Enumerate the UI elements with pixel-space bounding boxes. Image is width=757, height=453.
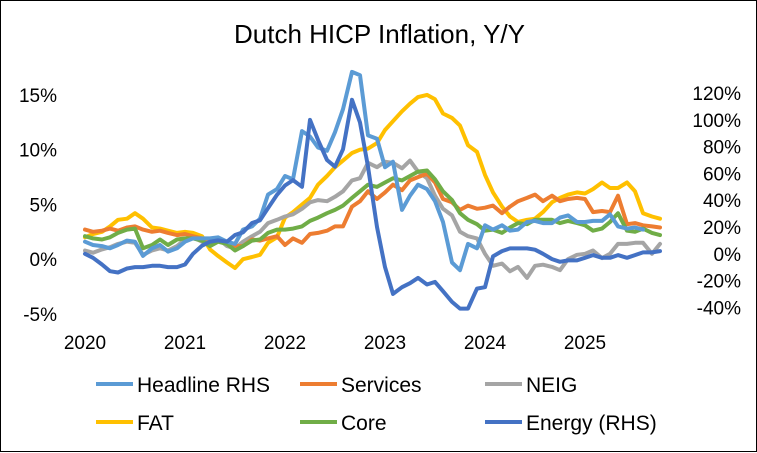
x-tick-label: 2023 [364, 333, 406, 354]
y-right-tick-label: 20% [703, 218, 741, 239]
y-right-tick-label: 60% [703, 164, 741, 185]
series-lines [83, 69, 662, 311]
x-tick-label: 2020 [64, 333, 106, 354]
tick-labels: -5% 0% 5% 10% 15% -40% -20% 0% 20% 40% 60% 80% 100% 1… [19, 84, 741, 354]
y-left-tick-label: 5% [30, 195, 58, 216]
legend-label: NEIG [526, 374, 577, 397]
series-line-headline-rhs [83, 69, 645, 273]
y-right-tick-label: -40% [697, 298, 741, 319]
legend-label: FAT [137, 412, 174, 435]
y-right-tick-label: 0% [714, 245, 742, 266]
series-line-fat [83, 92, 662, 270]
x-tick-label: 2024 [464, 333, 507, 354]
legend: Headline RHS Services NEIG FAT Core Energy (R… [96, 374, 657, 435]
x-tick-label: 2022 [264, 333, 306, 354]
y-right-tick-label: 80% [703, 138, 741, 159]
legend-label: Headline RHS [137, 374, 270, 397]
y-right-tick-label: 120% [692, 84, 741, 105]
x-tick-label: 2025 [564, 333, 606, 354]
series-line-energy-rhs [83, 97, 662, 311]
y-right-tick-label: -20% [697, 272, 741, 293]
series-line-core [83, 168, 662, 253]
legend-label: Core [341, 412, 387, 435]
y-left-tick-label: -5% [23, 305, 57, 326]
y-right-tick-label: 40% [703, 191, 741, 212]
y-right-tick-label: 100% [692, 111, 741, 132]
legend-label: Services [341, 374, 422, 397]
y-left-tick-label: 0% [30, 250, 58, 271]
y-left-tick-label: 15% [19, 86, 57, 107]
x-tick-label: 2021 [164, 333, 206, 354]
legend-label: Energy (RHS) [526, 412, 657, 435]
y-left-tick-label: 10% [19, 141, 57, 162]
chart-title: Dutch HICP Inflation, Y/Y [234, 19, 525, 49]
